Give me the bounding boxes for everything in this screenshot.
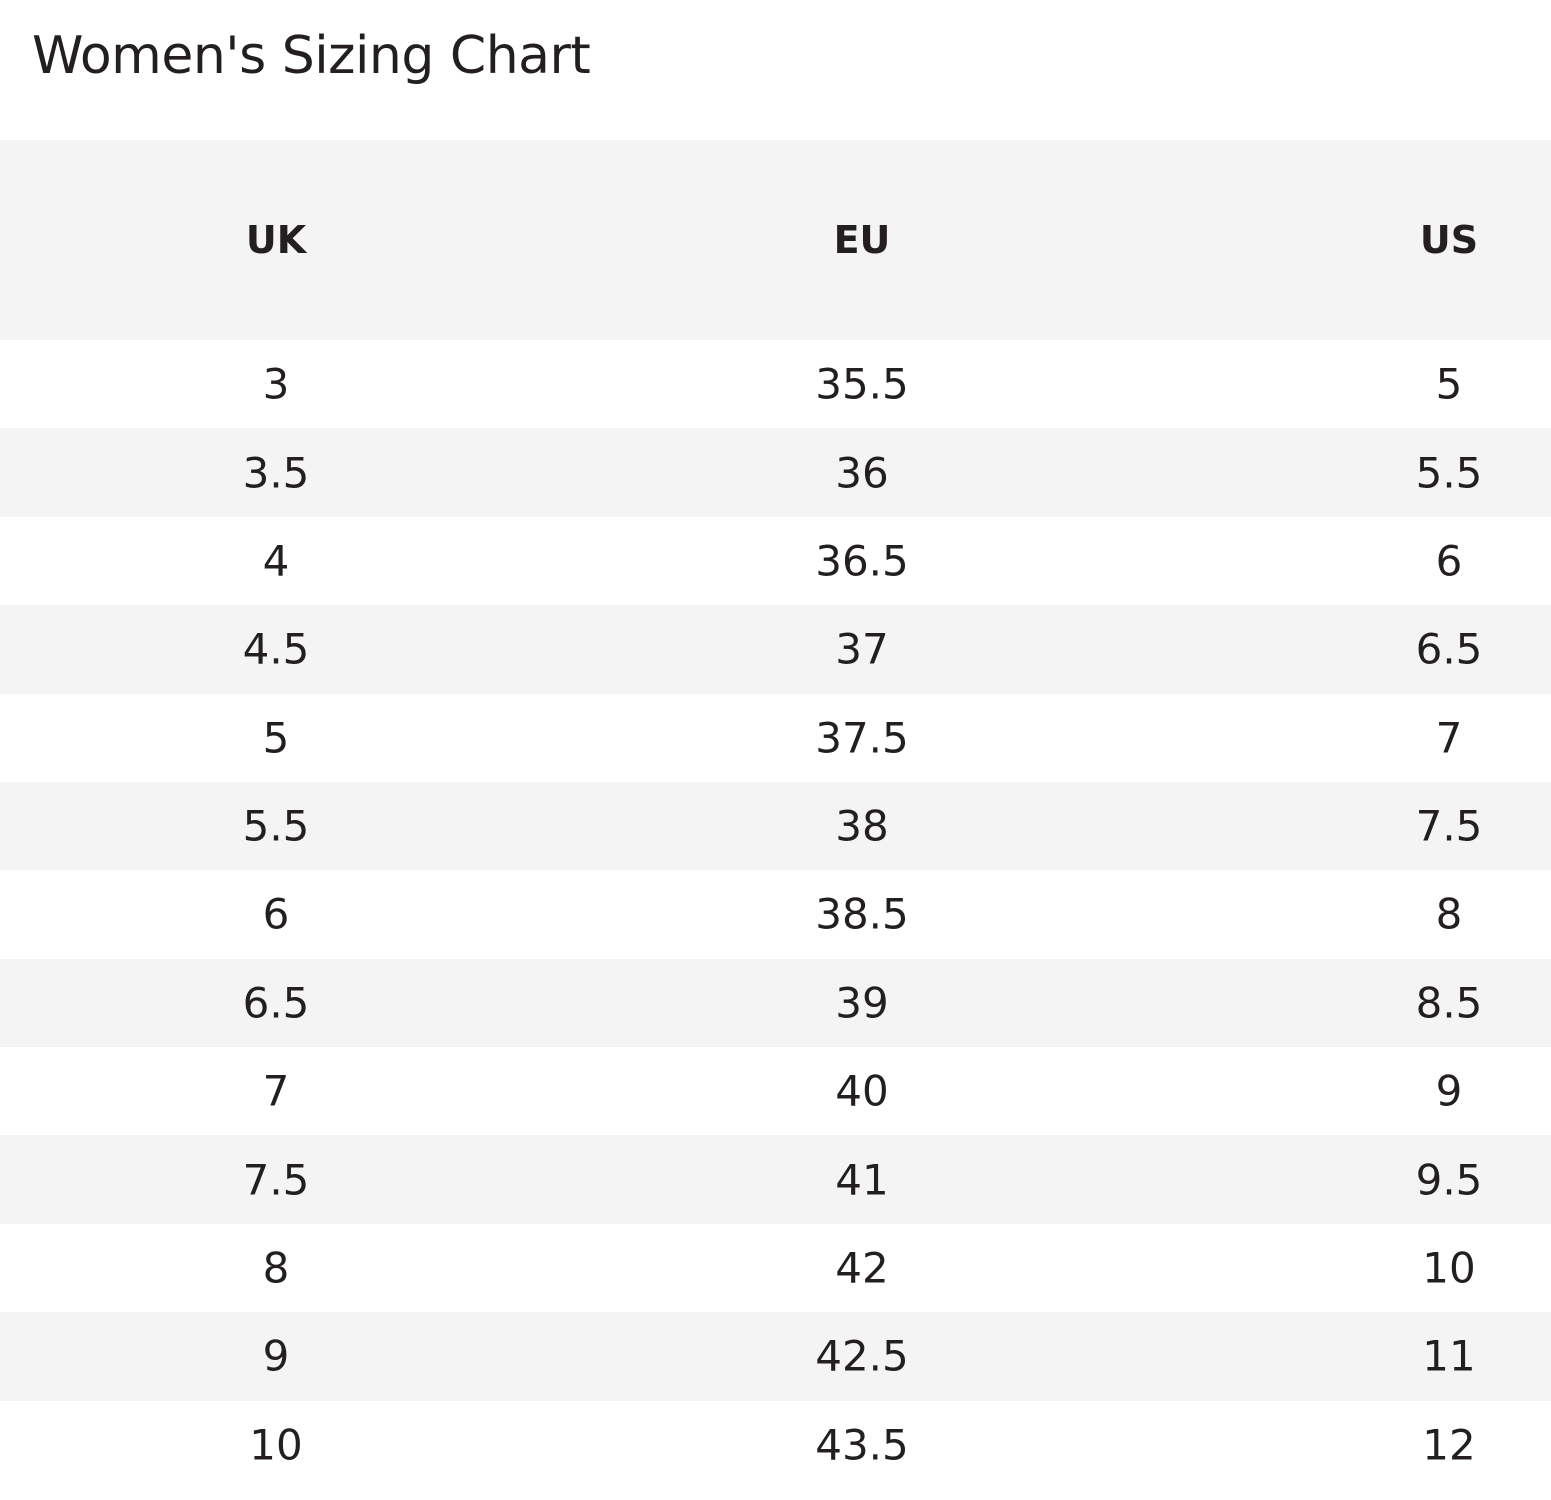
table-cell: 38.5 xyxy=(815,889,909,939)
table-cell: 43.5 xyxy=(815,1420,909,1470)
table-cell: 5 xyxy=(262,713,290,763)
table-cell: 9.5 xyxy=(1415,1155,1483,1205)
table-row: 4.5 37 6.5 xyxy=(0,605,1551,694)
table-cell: 5.5 xyxy=(242,801,310,851)
table-cell: 7.5 xyxy=(1415,801,1483,851)
page-title: Women's Sizing Chart xyxy=(32,26,591,86)
table-row: 8 42 10 xyxy=(0,1224,1551,1312)
table-cell: 8 xyxy=(1435,889,1463,939)
table-cell: 41 xyxy=(835,1155,889,1205)
table-cell: 7.5 xyxy=(242,1155,310,1205)
table-row: 3.5 36 5.5 xyxy=(0,428,1551,517)
table-cell: 39 xyxy=(835,978,889,1028)
table-cell: 6 xyxy=(262,889,290,939)
table-cell: 35.5 xyxy=(815,359,909,409)
table-cell: 10 xyxy=(249,1420,303,1470)
table-cell: 5.5 xyxy=(1415,448,1483,498)
table-cell: 3.5 xyxy=(242,448,310,498)
table-cell: 4.5 xyxy=(242,624,310,674)
table-cell: 6 xyxy=(1435,536,1463,586)
table-cell: 7 xyxy=(1435,713,1463,763)
table-row: 10 43.5 12 xyxy=(0,1401,1551,1489)
table-cell: 10 xyxy=(1422,1243,1476,1293)
table-cell: 42.5 xyxy=(815,1331,909,1381)
table-row: 3 35.5 5 xyxy=(0,340,1551,428)
table-cell: 8.5 xyxy=(1415,978,1483,1028)
table-cell: 3 xyxy=(262,359,290,409)
table-cell: 38 xyxy=(835,801,889,851)
table-cell: 36.5 xyxy=(815,536,909,586)
table-cell: 7 xyxy=(262,1066,290,1116)
table-cell: 4 xyxy=(262,536,290,586)
table-row: 6.5 39 8.5 xyxy=(0,958,1551,1048)
column-header: UK xyxy=(245,218,307,262)
table-row: 7 40 9 xyxy=(0,1047,1551,1135)
table-row: 9 42.5 11 xyxy=(0,1312,1551,1401)
table-cell: 37.5 xyxy=(815,713,909,763)
table-cell: 40 xyxy=(835,1066,889,1116)
table-cell: 8 xyxy=(262,1243,290,1293)
column-header: EU xyxy=(833,218,891,262)
table-row: 6 38.5 8 xyxy=(0,870,1551,958)
table-row: 4 36.5 6 xyxy=(0,517,1551,605)
header-row: UK EU US xyxy=(0,140,1551,340)
table-cell: 9 xyxy=(1435,1066,1463,1116)
table-cell: 6.5 xyxy=(242,978,310,1028)
table-cell: 36 xyxy=(835,448,889,498)
table-cell: 37 xyxy=(835,624,889,674)
column-header: US xyxy=(1419,218,1479,262)
table-cell: 11 xyxy=(1422,1331,1476,1381)
table-row: 5.5 38 7.5 xyxy=(0,781,1551,871)
table-cell: 9 xyxy=(262,1331,290,1381)
table-row: 5 37.5 7 xyxy=(0,694,1551,782)
table-cell: 6.5 xyxy=(1415,624,1483,674)
table-cell: 5 xyxy=(1435,359,1463,409)
table-cell: 12 xyxy=(1422,1420,1476,1470)
table-cell: 42 xyxy=(835,1243,889,1293)
table-row: 7.5 41 9.5 xyxy=(0,1135,1551,1224)
